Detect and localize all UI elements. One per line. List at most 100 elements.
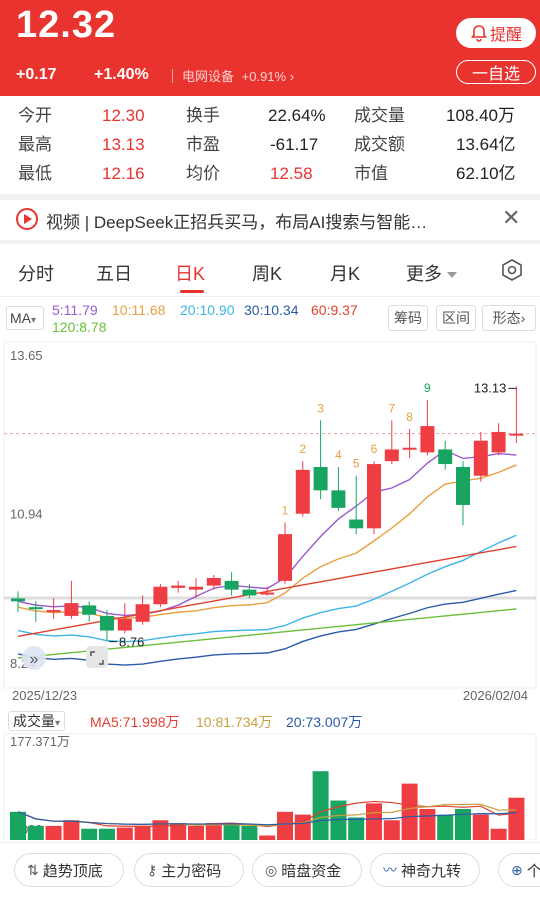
last-price: 12.32 [16,4,117,46]
nine-turn-marker: 4 [335,448,342,462]
volume-bar [294,814,311,840]
price-change-pct: +1.40% [94,66,149,83]
ma60-value: 60:9.37 [311,302,358,318]
vol-ma10-value: 10:81.734万 [196,714,273,730]
ma10-value: 10:11.68 [112,302,166,318]
tab-more-label: 更多 [406,264,442,284]
magic-nine-button[interactable]: 〰神奇九转 [370,853,480,887]
volume-bar [223,823,240,840]
mktcap-label: 市值 [354,164,388,183]
settings-icon[interactable] [500,258,524,282]
trend-top-bottom-button[interactable]: ⇅ 趋势顶底 [14,853,124,887]
volume-bar [277,811,293,840]
pe-value: -61.17 [270,135,319,154]
vol-ma20-line [17,811,517,826]
volume-label: 成交量 [354,106,405,125]
candle-body [420,426,435,453]
volume-bar [419,808,436,840]
tab-intraday[interactable]: 分时 [18,264,54,284]
alert-button[interactable]: 提醒 [456,18,536,48]
volume-bar [134,825,151,840]
volume-bar [508,797,525,840]
trend-label: 趋势顶底 [42,862,103,880]
quote-header: 12.32 +0.17 +1.40% 电网设备 +0.91% › 提醒 一自选 [0,0,540,96]
chevron-right-icon: › [289,69,295,84]
low-marker-label: 8.76 [119,635,144,650]
main-force-button[interactable]: ⚷ 主力密码 [134,853,244,887]
candle-body [260,592,275,595]
date-start-label: 2025/12/23 [12,688,77,703]
vol-ma20-value: 20:73.007万 [286,714,363,730]
volume-bar [366,803,382,840]
candle-body [313,466,328,491]
sector-link[interactable]: 电网设备 +0.91% › [182,66,294,85]
price-panel-frame [3,341,537,689]
volume-bar [99,828,115,840]
dark-pool-label: 暗盘资金 [281,862,342,880]
candle-body [224,580,239,590]
more-indicator-button[interactable]: ⊕ 个 [498,853,540,887]
volume-y-top: 177.371万 [10,734,70,749]
candle-body [135,604,150,622]
dark-pool-button[interactable]: ◎ 暗盘资金 [252,853,362,887]
volume-bar [116,827,133,840]
ma-selector[interactable]: MA▾ [6,306,44,330]
candle-body [28,607,43,610]
y-tick-mid: 10.94 [10,506,43,521]
volume-bar [152,820,169,840]
play-icon [16,208,38,230]
nav-circle [22,646,46,670]
volume-bar [170,823,187,840]
mktcap-value: 62.10亿 [456,164,516,183]
ma-selector-label: MA [10,310,31,326]
pattern-button[interactable]: 形态› [482,305,536,331]
ma120-value: 120:8.78 [52,319,107,335]
volume-value: 108.40万 [446,106,515,125]
range-button[interactable]: 区间 [436,305,476,331]
volume-bar [330,800,347,840]
y-tick-top: 13.65 [10,348,43,363]
open-value: 12.30 [102,106,145,125]
volume-bar [45,825,62,840]
volume-bar [63,820,80,840]
volume-bar [401,783,418,840]
nine-turn-marker: 5 [353,457,360,471]
bell-icon [470,25,488,42]
volume-selector-label: 成交量 [13,713,55,729]
tab-five-day[interactable]: 五日 [96,264,132,284]
candle-body [171,585,186,588]
chips-button[interactable]: 筹码 [388,305,428,331]
volume-bar [383,820,400,840]
nine-turn-marker: 3 [317,401,324,415]
candle-body [384,449,399,462]
pe-label: 市盈 [186,135,220,154]
divider [0,194,540,200]
tab-daily-k[interactable]: 日K [175,264,206,284]
avg-value: 12.58 [270,164,313,183]
volume-bar [472,814,489,840]
watchlist-button[interactable]: 一自选 [456,60,536,84]
high-label: 最高 [18,135,52,154]
candle-body [473,440,488,476]
ma-legend: MA▾ 5:11.79 10:11.68 20:10.90 30:10.34 6… [0,300,540,340]
chevron-right-icon: › [520,310,526,326]
vol-ma5-value: MA5:71.998万 [90,714,180,730]
more-indicator-label: 个 [526,862,540,880]
sector-pct: +0.91% [241,69,287,84]
candle-body [11,598,25,602]
volume-bar [455,808,471,840]
tab-weekly-k[interactable]: 周K [252,264,283,284]
candle-body [64,603,79,616]
tab-more[interactable]: 更多 [406,260,457,286]
tab-monthly-k[interactable]: 月K [330,264,361,284]
volume-bar [27,825,44,840]
candle-body [456,466,470,505]
volume-bar [259,835,276,840]
close-icon[interactable]: ✕ [502,205,521,230]
ma5-value: 5:11.79 [52,302,98,318]
chart-tabs: 分时 五日 日K 周K 月K 更多 [0,248,540,294]
volume-selector[interactable]: 成交量▾ [8,711,66,731]
volume-bar [10,811,26,840]
news-ticker[interactable]: 视频 | DeepSeek正招兵买马，布局AI搜索与智能… [46,213,428,232]
